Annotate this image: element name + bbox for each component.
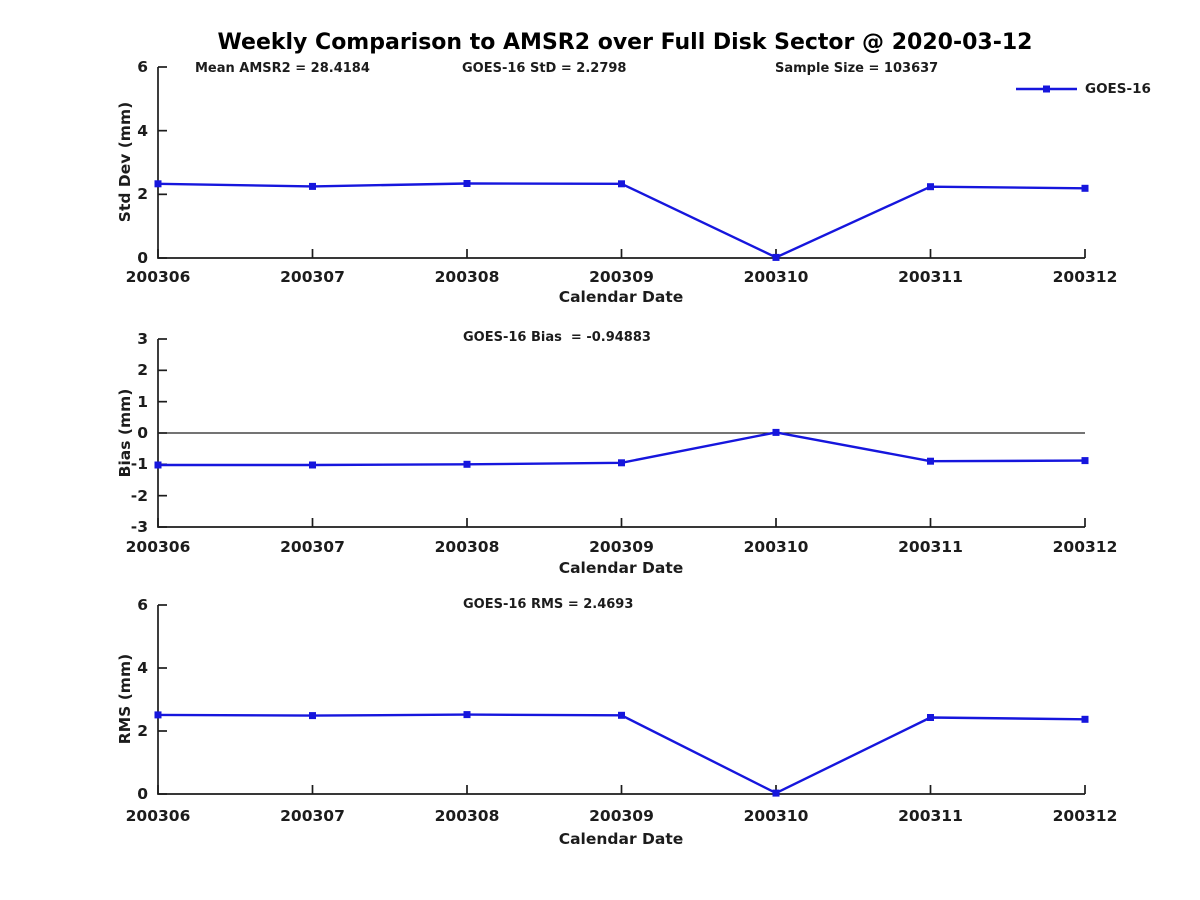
rms-x-tick-label: 200312	[1052, 807, 1118, 825]
rms-data-marker	[1081, 715, 1089, 723]
legend-marker-sample	[1043, 85, 1050, 93]
annotation-mean-amsr2: Mean AMSR2 = 28.4184	[195, 61, 370, 76]
rms-data-line	[157, 713, 1086, 795]
annotation-goes16-bias: GOES-16 Bias = -0.94883	[463, 330, 651, 345]
std-dev-data-marker	[309, 182, 316, 190]
bias-x-axis-label: Calendar Date	[558, 559, 684, 577]
bias-y-tick-label: 1	[137, 392, 148, 411]
rms-axes	[157, 605, 1085, 795]
std-dev-x-tick-label: 200310	[743, 268, 809, 286]
rms-data-marker	[463, 711, 471, 719]
bias-y-tick-label: -1	[130, 455, 148, 474]
bias-data-marker	[927, 457, 934, 465]
bias-data-marker	[309, 461, 316, 469]
rms-x-tick-label: 200308	[434, 807, 500, 825]
rms-data-marker	[309, 712, 316, 720]
bias-x-tick-label: 200307	[280, 538, 345, 556]
bias-y-tick-label: 0	[137, 424, 148, 442]
rms-y-tick-label: 4	[137, 659, 148, 677]
bias-data-marker	[463, 460, 471, 468]
std-dev-x-tick-label: 200309	[589, 268, 654, 286]
rms-y-tick-label: 6	[137, 596, 148, 614]
bias-y-tick-label: 2	[137, 361, 148, 380]
std-dev-y-tick-label: 6	[137, 58, 148, 76]
rms-data-marker	[772, 789, 780, 797]
rms-data-marker	[618, 711, 625, 719]
bias-x-tick-label: 200310	[743, 538, 809, 556]
bias-x-tick-label: 200312	[1052, 538, 1118, 556]
std-dev-x-tick-label: 200311	[898, 268, 963, 286]
std-dev-data-marker	[618, 180, 625, 188]
bias-x-tick-label: 200306	[125, 538, 191, 556]
bias-y-tick-label: -3	[130, 518, 148, 536]
bias-x-tick-label: 200311	[898, 538, 963, 556]
std-dev-data-marker	[463, 180, 471, 187]
std-dev-axes	[157, 67, 1085, 259]
rms-x-tick-label: 200307	[280, 807, 345, 825]
bias-data-marker	[1081, 457, 1089, 465]
std-dev-x-tick-label: 200308	[434, 268, 500, 286]
bias-x-tick-label: 200308	[434, 538, 500, 556]
rms-x-tick-label: 200310	[743, 807, 809, 825]
std-dev-data-marker	[927, 183, 934, 191]
bias-y-tick-label: -2	[130, 486, 148, 505]
stddev-x-axis-label: Calendar Date	[558, 288, 684, 306]
rms-data-marker	[154, 711, 162, 719]
rms-y-tick-label: 0	[137, 785, 148, 803]
annotation-goes16-std: GOES-16 StD = 2.2798	[462, 61, 627, 76]
bias-data-marker	[618, 459, 625, 467]
bias-y-tick-label: 3	[137, 330, 148, 348]
rms-x-axis-label: Calendar Date	[558, 830, 684, 848]
std-dev-y-tick-label: 4	[137, 121, 148, 140]
legend-label-goes16: GOES-16	[1085, 81, 1151, 97]
rms-x-tick-label: 200311	[898, 807, 963, 825]
std-dev-data-line	[157, 182, 1086, 259]
std-dev-data-marker	[154, 180, 162, 188]
std-dev-x-tick-label: 200312	[1052, 268, 1118, 286]
std-dev-data-marker	[772, 253, 780, 261]
annotation-goes16-rms: GOES-16 RMS = 2.4693	[463, 597, 634, 612]
bias-x-tick-label: 200309	[589, 538, 654, 556]
std-dev-y-tick-label: 2	[137, 185, 148, 204]
std-dev-data-marker	[1081, 184, 1089, 192]
bias-data-marker	[154, 461, 162, 469]
std-dev-x-tick-label: 200307	[280, 268, 345, 286]
annotation-sample-size: Sample Size = 103637	[775, 61, 939, 76]
figure-title: Weekly Comparison to AMSR2 over Full Dis…	[217, 30, 1033, 55]
std-dev-x-tick-label: 200306	[125, 268, 191, 286]
bias-data-marker	[772, 428, 780, 436]
rms-data-marker	[927, 714, 934, 721]
rms-x-tick-label: 200309	[589, 807, 654, 825]
rms-y-tick-label: 2	[137, 722, 148, 740]
std-dev-y-tick-label: 0	[137, 249, 148, 267]
rms-x-tick-label: 200306	[125, 807, 191, 825]
